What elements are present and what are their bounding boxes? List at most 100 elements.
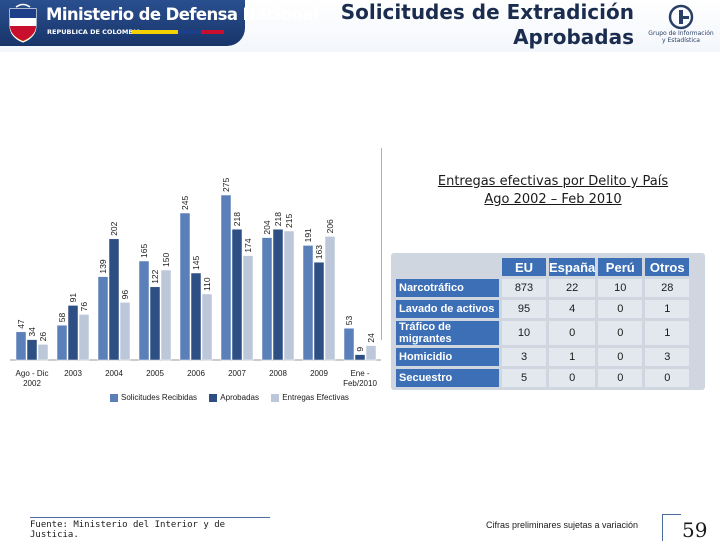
bar — [354, 354, 366, 361]
table-row: Lavado de activos 95 4 0 1 — [396, 300, 690, 318]
x-tick-label: 2002 — [23, 379, 41, 388]
preliminary-note: Cifras preliminares sujetas a variación — [486, 520, 639, 530]
bar — [190, 272, 202, 361]
table-cell: 3 — [502, 348, 546, 366]
x-tick-label: 2007 — [228, 369, 246, 378]
table-cell: 5 — [502, 369, 546, 387]
column-header: España — [549, 258, 596, 276]
bar — [242, 255, 254, 361]
delivery-table: EU España Perú Otros Narcotráfico 873 22… — [393, 255, 692, 390]
table-row: Homicidio 3 1 0 3 — [396, 348, 690, 366]
bar — [56, 324, 68, 361]
bar — [149, 286, 161, 361]
bar — [138, 260, 150, 361]
x-tick-label: Feb/2010 — [343, 379, 377, 388]
bar — [26, 339, 38, 361]
data-label: 245 — [180, 196, 190, 210]
data-label: 34 — [27, 327, 37, 337]
data-label: 215 — [284, 214, 294, 228]
data-label: 191 — [303, 228, 313, 242]
legend-item-aprobadas: Aprobadas — [209, 393, 259, 402]
divider-line — [381, 148, 382, 340]
page-number: 59 — [682, 518, 708, 542]
bar — [37, 344, 49, 361]
column-header: EU — [502, 258, 546, 276]
table-row: Narcotráfico 873 22 10 28 — [396, 279, 690, 297]
data-label: 174 — [243, 238, 253, 252]
bar — [261, 237, 273, 361]
table-cell: 0 — [598, 369, 643, 387]
data-label: 139 — [98, 259, 108, 273]
table-cell: 95 — [502, 300, 546, 318]
table-cell: 28 — [645, 279, 690, 297]
row-label: Lavado de activos — [396, 300, 499, 318]
bar — [15, 331, 27, 361]
bar — [201, 293, 213, 361]
ministry-name: Ministerio de Defensa Nacional — [46, 5, 319, 24]
gi-label: Grupo de Información y Estadística — [648, 30, 714, 44]
data-label: 218 — [273, 212, 283, 226]
x-tick-label: 2005 — [146, 369, 164, 378]
x-tick-label: Ago - Dic — [16, 369, 49, 378]
table-cell: 0 — [549, 369, 596, 387]
table-row: Tráfico de migrantes 10 0 0 1 — [396, 321, 690, 345]
data-label: 96 — [120, 290, 130, 300]
x-tick-label: 2006 — [187, 369, 205, 378]
table-cell: 873 — [502, 279, 546, 297]
table-cell: 0 — [598, 321, 643, 345]
data-label: 204 — [262, 220, 272, 234]
bar — [283, 230, 295, 361]
table-cell: 4 — [549, 300, 596, 318]
data-label: 218 — [232, 212, 242, 226]
row-label: Secuestro — [396, 369, 499, 387]
flag-stripe — [132, 30, 224, 34]
data-label: 275 — [221, 178, 231, 192]
data-label: 47 — [16, 319, 26, 329]
chart-legend: Solicitudes Recibidas Aprobadas Entregas… — [110, 393, 359, 404]
x-tick-label: 2003 — [64, 369, 82, 378]
legend-item-recibidas: Solicitudes Recibidas — [110, 393, 197, 402]
bar — [343, 327, 355, 361]
table-row: Secuestro 5 0 0 0 — [396, 369, 690, 387]
table-cell: 0 — [645, 369, 690, 387]
data-label: 145 — [191, 256, 201, 270]
table-cell: 0 — [549, 321, 596, 345]
column-header: Perú — [598, 258, 643, 276]
gi-logo-icon — [668, 4, 694, 30]
data-label: 9 — [355, 347, 365, 352]
legend-item-entregas: Entregas Efectivas — [271, 393, 349, 402]
data-label: 163 — [314, 245, 324, 259]
colombia-coat-of-arms-icon — [9, 3, 37, 43]
bar — [220, 194, 232, 361]
bar — [302, 245, 314, 361]
bar — [365, 345, 377, 361]
page-title: Solicitudes de Extradición Aprobadas — [340, 0, 634, 49]
row-label: Narcotráfico — [396, 279, 499, 297]
table-cell: 3 — [645, 348, 690, 366]
column-header: Otros — [645, 258, 690, 276]
ministry-banner: Ministerio de Defensa Nacional REPUBLICA… — [0, 0, 319, 46]
bar — [97, 276, 109, 361]
x-tick-label: 2004 — [105, 369, 123, 378]
table-cell: 0 — [598, 348, 643, 366]
bar — [324, 236, 336, 361]
x-tick-label: 2009 — [310, 369, 328, 378]
header: Ministerio de Defensa Nacional REPUBLICA… — [0, 0, 720, 52]
table-cell: 1 — [645, 300, 690, 318]
table-cell: 0 — [598, 300, 643, 318]
bar — [179, 212, 191, 361]
x-tick-label: Ene - — [350, 369, 369, 378]
bar — [67, 305, 79, 361]
data-label: 24 — [366, 333, 376, 343]
republic-label: REPUBLICA DE COLOMBIA — [47, 28, 141, 36]
data-label: 165 — [139, 244, 149, 258]
table-cell: 10 — [598, 279, 643, 297]
bar — [272, 228, 284, 361]
table-cell: 22 — [549, 279, 596, 297]
data-label: 202 — [109, 221, 119, 235]
data-label: 91 — [68, 293, 78, 303]
bar — [108, 238, 120, 361]
data-label: 53 — [344, 315, 354, 325]
table-title: Entregas efectivas por Delito y País Ago… — [437, 174, 669, 207]
